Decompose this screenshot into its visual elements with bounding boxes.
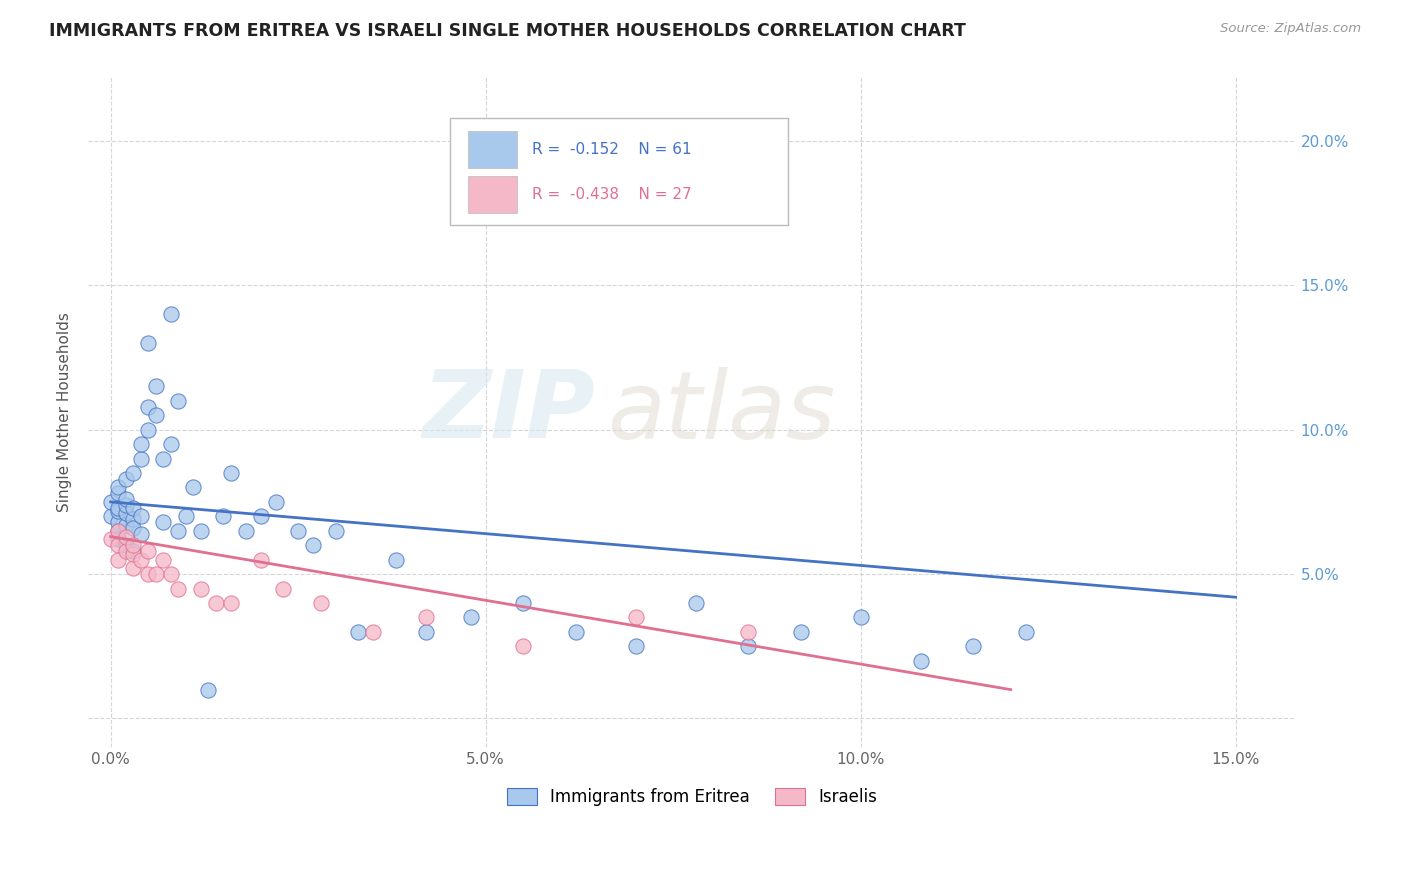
Point xyxy=(136,336,159,351)
Point xyxy=(107,524,129,538)
Point xyxy=(129,526,152,541)
Point xyxy=(107,533,129,547)
Point xyxy=(145,409,167,423)
Point xyxy=(145,379,167,393)
Point xyxy=(136,400,159,414)
Point xyxy=(219,466,242,480)
Point xyxy=(159,437,181,451)
Point xyxy=(100,495,122,509)
Point xyxy=(167,524,190,538)
FancyBboxPatch shape xyxy=(468,176,517,213)
Point xyxy=(136,544,159,558)
Point xyxy=(136,567,159,582)
Point xyxy=(114,507,136,521)
Point xyxy=(107,500,129,515)
Point xyxy=(204,596,226,610)
Point xyxy=(167,393,190,408)
Point xyxy=(249,552,271,566)
Point xyxy=(737,640,759,654)
Point xyxy=(685,596,707,610)
FancyBboxPatch shape xyxy=(450,118,789,225)
Point xyxy=(129,509,152,524)
Text: IMMIGRANTS FROM ERITREA VS ISRAELI SINGLE MOTHER HOUSEHOLDS CORRELATION CHART: IMMIGRANTS FROM ERITREA VS ISRAELI SINGL… xyxy=(49,22,966,40)
Point xyxy=(122,521,145,535)
Point xyxy=(271,582,294,596)
Point xyxy=(100,533,122,547)
Point xyxy=(361,624,384,639)
Point xyxy=(460,610,482,624)
Point xyxy=(564,624,586,639)
Point xyxy=(235,524,257,538)
Point xyxy=(122,512,145,526)
Point xyxy=(114,538,136,552)
Text: ZIP: ZIP xyxy=(422,367,595,458)
Point xyxy=(122,561,145,575)
Point xyxy=(107,503,129,517)
Point xyxy=(129,437,152,451)
Point xyxy=(624,640,647,654)
Point xyxy=(107,515,129,529)
Point xyxy=(415,624,437,639)
Point xyxy=(190,524,212,538)
Point xyxy=(181,480,204,494)
Text: atlas: atlas xyxy=(607,367,835,458)
Point xyxy=(167,582,190,596)
Point xyxy=(737,624,759,639)
Point xyxy=(107,486,129,500)
Point xyxy=(190,582,212,596)
Point xyxy=(152,451,174,466)
Point xyxy=(107,552,129,566)
Point xyxy=(347,624,370,639)
Point xyxy=(114,498,136,512)
Point xyxy=(100,509,122,524)
Point xyxy=(122,544,145,558)
Point xyxy=(107,538,129,552)
Point xyxy=(910,654,932,668)
Point xyxy=(129,552,152,566)
Point xyxy=(107,480,129,494)
Point xyxy=(302,538,325,552)
Point xyxy=(212,509,235,524)
Point xyxy=(159,567,181,582)
Point xyxy=(122,466,145,480)
Point xyxy=(145,567,167,582)
Point xyxy=(512,640,534,654)
FancyBboxPatch shape xyxy=(468,131,517,168)
Text: R =  -0.438    N = 27: R = -0.438 N = 27 xyxy=(533,187,692,202)
Point xyxy=(122,538,145,552)
Point xyxy=(384,552,406,566)
Point xyxy=(136,423,159,437)
Point xyxy=(849,610,872,624)
Point xyxy=(152,515,174,529)
Point xyxy=(287,524,309,538)
Point xyxy=(415,610,437,624)
Point xyxy=(512,596,534,610)
Point xyxy=(122,547,145,561)
Point xyxy=(325,524,347,538)
Point xyxy=(114,472,136,486)
Text: R =  -0.152    N = 61: R = -0.152 N = 61 xyxy=(533,142,692,157)
Point xyxy=(249,509,271,524)
Point xyxy=(114,530,136,544)
Point xyxy=(114,544,136,558)
Point xyxy=(152,552,174,566)
Point xyxy=(159,307,181,321)
Point xyxy=(264,495,287,509)
Legend: Immigrants from Eritrea, Israelis: Immigrants from Eritrea, Israelis xyxy=(501,781,884,813)
Point xyxy=(309,596,332,610)
Point xyxy=(107,524,129,538)
Point xyxy=(174,509,197,524)
Point xyxy=(1014,624,1036,639)
Text: Source: ZipAtlas.com: Source: ZipAtlas.com xyxy=(1220,22,1361,36)
Y-axis label: Single Mother Households: Single Mother Households xyxy=(58,312,72,512)
Point xyxy=(197,682,219,697)
Point xyxy=(114,518,136,533)
Point xyxy=(962,640,984,654)
Point xyxy=(624,610,647,624)
Point xyxy=(114,491,136,506)
Point xyxy=(219,596,242,610)
Point xyxy=(122,500,145,515)
Point xyxy=(789,624,811,639)
Point xyxy=(129,451,152,466)
